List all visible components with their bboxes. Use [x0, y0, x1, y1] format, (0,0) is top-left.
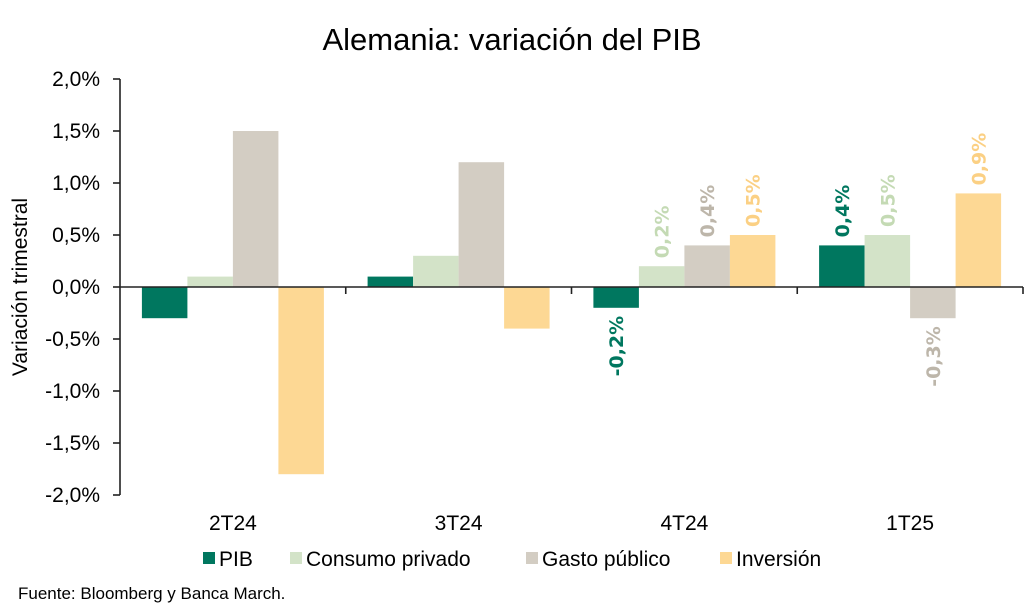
source-note: Fuente: Bloomberg y Banca March. — [18, 584, 285, 603]
bar-inversión-1t25 — [955, 193, 1002, 287]
data-labels-layer: -0,2% 0,4% 0,2% 0,5% 0,4% -0,3% 0,5% 0,9% — [606, 133, 990, 387]
bar-pib-3t24 — [367, 276, 414, 287]
axes-layer: 2,0% 1,5% 1,0% 0,5% 0,0% -0,5% -1,0% -1,5% -2,0%… — [45, 68, 1024, 535]
y-tick-label: 2,0% — [52, 68, 100, 91]
legend-label: PIB — [219, 548, 253, 571]
bar-inversión-3t24 — [504, 287, 550, 329]
y-tick-label: -1,0% — [45, 380, 100, 403]
x-category-label: 1T25 — [886, 512, 934, 535]
x-category-label: 3T24 — [435, 512, 483, 535]
legend-swatch-pib — [203, 552, 215, 564]
legend-swatch-inversión — [720, 552, 732, 564]
bar-pib-4t24 — [593, 287, 639, 308]
y-tick-label: 0,0% — [52, 276, 100, 299]
bar-gasto-público-1t25 — [910, 287, 956, 319]
bar-inversión-4t24 — [729, 235, 776, 287]
chart-title: Alemania: variación del PIB — [322, 22, 701, 57]
data-label: 0,5% — [877, 174, 899, 227]
legend-swatch-gasto-público — [526, 552, 538, 564]
data-label: -0,3% — [923, 326, 945, 387]
bar-consumo-privado-3t24 — [413, 255, 459, 287]
bar-pib-1t25 — [819, 245, 865, 287]
data-label: 0,4% — [697, 185, 719, 238]
bar-gasto-público-4t24 — [684, 245, 730, 287]
x-category-label: 2T24 — [209, 512, 257, 535]
bar-consumo-privado-2t24 — [187, 276, 233, 287]
bar-consumo-privado-4t24 — [638, 266, 685, 287]
x-category-label: 4T24 — [660, 512, 708, 535]
bar-pib-2t24 — [141, 287, 188, 319]
legend-swatch-consumo-privado — [290, 552, 302, 564]
data-label: 0,2% — [652, 205, 674, 258]
y-tick-label: -0,5% — [45, 328, 100, 351]
y-tick-label: 0,5% — [52, 224, 100, 247]
y-tick-label: 1,0% — [52, 172, 100, 195]
legend-label: Gasto público — [542, 548, 670, 571]
y-axis-label: Variación trimestral — [9, 198, 32, 376]
y-tick-label: -1,5% — [45, 432, 100, 455]
data-label: 0,9% — [968, 133, 990, 186]
data-label: 0,5% — [743, 174, 765, 227]
y-tick-label: 1,5% — [52, 120, 100, 143]
legend: PIB Consumo privado Gasto público Inversión — [203, 548, 821, 571]
legend-label: Consumo privado — [306, 548, 471, 571]
y-tick-label: -2,0% — [45, 484, 100, 507]
legend-label: Inversión — [736, 548, 821, 571]
bar-gasto-público-3t24 — [458, 162, 505, 287]
data-label: 0,4% — [832, 185, 854, 238]
bar-consumo-privado-1t25 — [864, 235, 911, 287]
data-label: -0,2% — [606, 316, 628, 377]
bar-gasto-público-2t24 — [232, 131, 279, 287]
bar-inversión-2t24 — [278, 287, 324, 475]
bars-layer — [141, 131, 1002, 475]
